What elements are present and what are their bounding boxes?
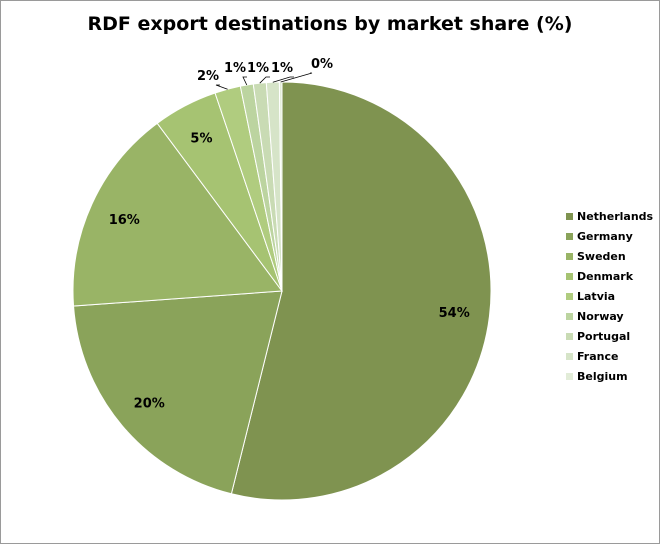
legend-swatch: [566, 292, 573, 300]
legend-label: Germany: [577, 229, 633, 243]
pie-slice-germany: [73, 290, 283, 495]
pie-slice-netherlands: [230, 81, 492, 501]
legend-item-belgium: Belgium: [566, 366, 660, 386]
leader-line-france: [272, 76, 294, 83]
legend-label: Belgium: [577, 369, 628, 383]
leader-line-portugal: [259, 76, 270, 84]
data-label-netherlands: 54%: [439, 306, 470, 321]
legend-label: Portugal: [577, 329, 631, 343]
chart-legend: Netherlands Germany Sweden Denmark Latvia Nor…: [566, 206, 660, 386]
legend-label: Sweden: [577, 249, 626, 263]
legend-swatch: [566, 332, 573, 340]
legend-label: Netherlands: [577, 209, 654, 223]
legend-item-sweden: Sweden: [566, 246, 660, 266]
data-label-belgium: 0%: [311, 57, 333, 72]
data-label-denmark: 5%: [190, 131, 212, 146]
legend-label: Denmark: [577, 269, 634, 283]
legend-swatch: [566, 372, 573, 380]
legend-label: Norway: [577, 309, 624, 323]
legend-label: Latvia: [577, 289, 616, 303]
data-label-sweden: 16%: [109, 213, 140, 228]
pie-slice-sweden: [72, 122, 283, 307]
legend-swatch: [566, 312, 573, 320]
data-label-germany: 20%: [134, 397, 165, 412]
leader-line-belgium: [280, 72, 313, 83]
legend-label: France: [577, 349, 619, 363]
leader-line-norway: [242, 76, 248, 86]
legend-swatch: [566, 272, 573, 280]
leader-line-latvia: [215, 84, 228, 90]
legend-swatch: [566, 232, 573, 240]
legend-item-germany: Germany: [566, 226, 660, 246]
legend-item-denmark: Denmark: [566, 266, 660, 286]
legend-swatch: [566, 212, 573, 220]
data-label-latvia: 2%: [197, 69, 219, 84]
legend-item-netherlands: Netherlands: [566, 206, 660, 226]
data-label-france: 1%: [271, 61, 293, 76]
data-label-norway: 1%: [224, 61, 246, 76]
legend-item-norway: Norway: [566, 306, 660, 326]
legend-swatch: [566, 352, 573, 360]
data-label-portugal: 1%: [247, 61, 269, 76]
legend-swatch: [566, 252, 573, 260]
legend-item-latvia: Latvia: [566, 286, 660, 306]
legend-item-portugal: Portugal: [566, 326, 660, 346]
legend-item-france: France: [566, 346, 660, 366]
chart-title: RDF export destinations by market share …: [87, 13, 573, 35]
